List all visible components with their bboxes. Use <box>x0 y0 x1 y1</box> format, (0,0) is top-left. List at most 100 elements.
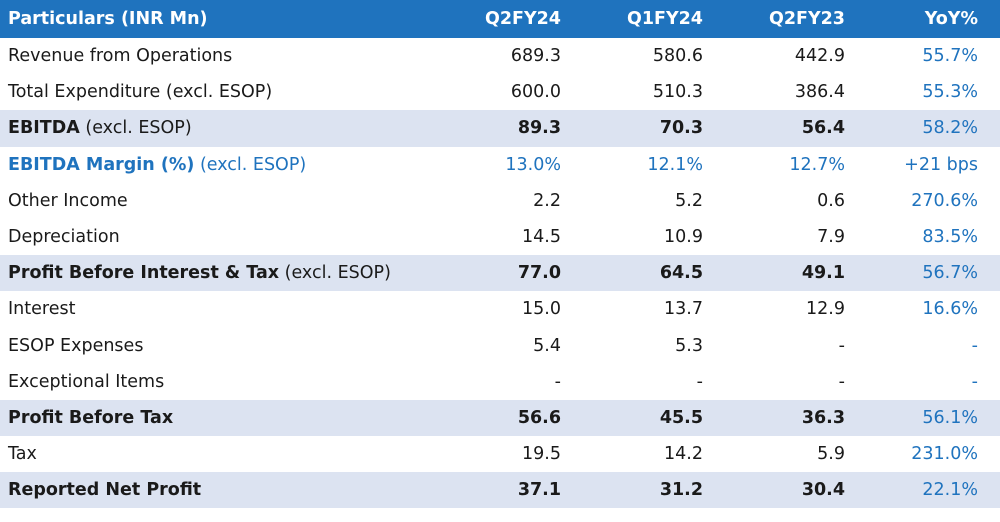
cell-yoy: 16.6% <box>922 299 978 320</box>
row-label: Profit Before Tax <box>0 408 440 428</box>
cell-q1fy24: 580.6 <box>652 46 703 67</box>
cell-q2fy24: 14.5 <box>522 227 561 248</box>
row-label-text: Depreciation <box>8 227 120 248</box>
row-label: EBITDA (excl. ESOP) <box>0 118 440 138</box>
cell-q2fy24: 689.3 <box>510 46 561 67</box>
table-row-net-profit: Reported Net Profit 37.1 31.2 30.4 22.1% <box>0 472 1000 509</box>
cell-q2fy23: 56.4 <box>801 118 845 139</box>
cell-yoy: +21 bps <box>904 154 978 175</box>
cell-q2fy23: 49.1 <box>801 263 845 284</box>
cell-q1fy24: - <box>696 371 703 392</box>
cell-q2fy23: - <box>838 371 845 392</box>
cell-q2fy23: 7.9 <box>817 227 845 248</box>
row-label-text: Tax <box>8 444 37 465</box>
cell-q2fy23: 30.4 <box>801 480 845 501</box>
cell-q2fy24: 5.4 <box>533 335 561 356</box>
header-yoy: YoY% <box>924 9 978 29</box>
cell-yoy: 58.2% <box>922 118 978 139</box>
cell-q2fy23: 5.9 <box>817 444 845 465</box>
cell-yoy: 55.3% <box>922 82 978 103</box>
row-label: Profit Before Interest & Tax (excl. ESOP… <box>0 263 440 283</box>
cell-yoy: 55.7% <box>922 46 978 67</box>
table-row-pbit: Profit Before Interest & Tax (excl. ESOP… <box>0 255 1000 292</box>
cell-q1fy24: 14.2 <box>664 444 703 465</box>
cell-yoy: 270.6% <box>911 190 978 211</box>
cell-yoy: 56.1% <box>922 407 978 428</box>
cell-yoy: - <box>971 371 978 392</box>
cell-q1fy24: 5.3 <box>675 335 703 356</box>
row-label-text: Profit Before Tax <box>8 407 174 428</box>
row-label: Reported Net Profit <box>0 480 440 500</box>
row-label: Other Income <box>0 191 440 211</box>
table-row-esop-expenses: ESOP Expenses 5.4 5.3 - - <box>0 328 1000 364</box>
table-row-ebitda-margin: EBITDA Margin (%) (excl. ESOP) 13.0% 12.… <box>0 147 1000 183</box>
row-label-suffix: (excl. ESOP) <box>279 263 391 284</box>
row-label-suffix: (excl. ESOP) <box>194 154 307 175</box>
financial-table: Particulars (INR Mn) Q2FY24 Q1FY24 Q2FY2… <box>0 0 1000 509</box>
cell-yoy: - <box>971 335 978 356</box>
row-label: Exceptional Items <box>0 372 440 392</box>
header-q2fy23: Q2FY23 <box>768 9 845 29</box>
table-row-other-income: Other Income 2.2 5.2 0.6 270.6% <box>0 183 1000 219</box>
row-label-text: Profit Before Interest & Tax <box>8 263 280 284</box>
cell-q1fy24: 31.2 <box>659 480 703 501</box>
row-label-text: Interest <box>8 299 76 320</box>
table-row-exceptional-items: Exceptional Items - - - - <box>0 364 1000 400</box>
cell-q2fy24: 56.6 <box>517 407 561 428</box>
cell-q2fy24: 37.1 <box>517 480 561 501</box>
table-header: Particulars (INR Mn) Q2FY24 Q1FY24 Q2FY2… <box>0 0 1000 38</box>
row-label-text: Other Income <box>8 190 128 211</box>
cell-q2fy24: 89.3 <box>517 118 561 139</box>
cell-q2fy23: 442.9 <box>794 46 845 67</box>
cell-q2fy23: 0.6 <box>817 190 845 211</box>
row-label-text: EBITDA <box>8 118 80 139</box>
table-row-interest: Interest 15.0 13.7 12.9 16.6% <box>0 291 1000 327</box>
cell-yoy: 56.7% <box>922 263 978 284</box>
row-label: Interest <box>0 299 440 319</box>
cell-q1fy24: 5.2 <box>675 190 703 211</box>
cell-q2fy24: 2.2 <box>533 190 561 211</box>
header-particulars: Particulars (INR Mn) <box>8 9 208 29</box>
row-label: Depreciation <box>0 227 440 247</box>
cell-q1fy24: 64.5 <box>659 263 703 284</box>
cell-q1fy24: 70.3 <box>659 118 703 139</box>
cell-q1fy24: 13.7 <box>664 299 703 320</box>
cell-q2fy24: 600.0 <box>510 82 561 103</box>
cell-q2fy24: 19.5 <box>522 444 561 465</box>
header-q2fy24: Q2FY24 <box>484 9 561 29</box>
cell-q2fy23: 36.3 <box>801 407 845 428</box>
row-label: Revenue from Operations <box>0 46 440 66</box>
row-label: ESOP Expenses <box>0 336 440 356</box>
cell-q2fy24: 13.0% <box>505 154 561 175</box>
cell-q2fy23: 12.7% <box>789 154 845 175</box>
row-label: EBITDA Margin (%) (excl. ESOP) <box>0 155 440 175</box>
table-row-depreciation: Depreciation 14.5 10.9 7.9 83.5% <box>0 219 1000 255</box>
row-label: Tax <box>0 444 440 464</box>
row-label-text: Revenue from Operations <box>8 46 233 67</box>
row-label-text: Reported Net Profit <box>8 480 202 501</box>
cell-q2fy24: 15.0 <box>522 299 561 320</box>
row-label-text: Total Expenditure (excl. ESOP) <box>8 82 273 103</box>
row-label-text: Exceptional Items <box>8 371 165 392</box>
table-row-total-expenditure: Total Expenditure (excl. ESOP) 600.0 510… <box>0 74 1000 110</box>
cell-q1fy24: 510.3 <box>652 82 703 103</box>
cell-q2fy23: 386.4 <box>794 82 845 103</box>
row-label-text: EBITDA Margin (%) <box>8 154 195 175</box>
cell-q2fy24: - <box>554 371 561 392</box>
cell-q1fy24: 45.5 <box>659 407 703 428</box>
cell-q2fy24: 77.0 <box>517 263 561 284</box>
table-row-pbt: Profit Before Tax 56.6 45.5 36.3 56.1% <box>0 399 1000 437</box>
row-label: Total Expenditure (excl. ESOP) <box>0 82 440 102</box>
cell-yoy: 231.0% <box>911 444 978 465</box>
row-label-suffix: (excl. ESOP) <box>79 118 192 139</box>
cell-q2fy23: - <box>838 335 845 356</box>
row-label-text: ESOP Expenses <box>8 335 144 356</box>
cell-yoy: 22.1% <box>922 480 978 501</box>
cell-q1fy24: 12.1% <box>647 154 703 175</box>
header-q1fy24: Q1FY24 <box>626 9 703 29</box>
table-row-tax: Tax 19.5 14.2 5.9 231.0% <box>0 436 1000 472</box>
cell-q1fy24: 10.9 <box>664 227 703 248</box>
cell-yoy: 83.5% <box>922 227 978 248</box>
cell-q2fy23: 12.9 <box>806 299 845 320</box>
table-row-ebitda: EBITDA (excl. ESOP) 89.3 70.3 56.4 58.2% <box>0 110 1000 147</box>
